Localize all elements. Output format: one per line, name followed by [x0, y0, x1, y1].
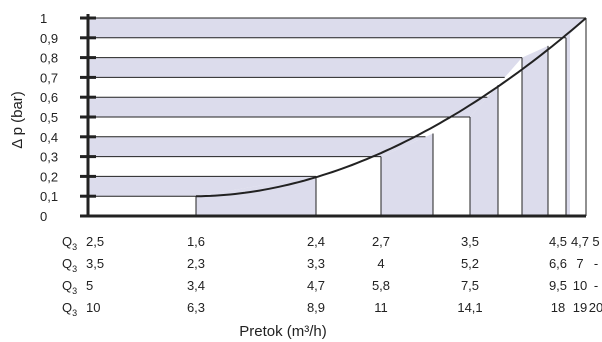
- flow-value: 6,3: [187, 300, 205, 315]
- shaded-band: [88, 176, 316, 197]
- shaded-band: [88, 97, 488, 117]
- y-tick-label: 0,5: [40, 110, 58, 125]
- y-tick-label: 0,4: [40, 130, 58, 145]
- flow-value: 2,7: [372, 234, 390, 249]
- flow-value: 3,4: [187, 278, 205, 293]
- flow-value: 7: [576, 256, 583, 271]
- shaded-band: [88, 57, 522, 78]
- flow-value: 2,3: [187, 256, 205, 271]
- flow-value: 5: [592, 234, 599, 249]
- flow-scale-rows: Q3 2,5 1,6 2,4 2,7 3,5 4,5 4,7 5Q3 3,5 2,3 3,3 4 5,2 6…: [62, 234, 602, 318]
- flow-value: 5,8: [372, 278, 390, 293]
- pressure-loss-curve: [196, 17, 587, 198]
- flow-value: 2,4: [307, 234, 325, 249]
- y-tick-label: 0,8: [40, 51, 58, 66]
- drop-lines: [195, 18, 587, 216]
- shaded-strip: [196, 176, 316, 216]
- flow-value: 19: [573, 300, 587, 315]
- flow-value: 5,2: [461, 256, 479, 271]
- y-tick-label: 0,1: [40, 189, 58, 204]
- flow-value: 3,5: [86, 256, 104, 271]
- flow-value: 1,6: [187, 234, 205, 249]
- flow-value: 4,5: [549, 234, 567, 249]
- flow-value: 9,5: [549, 278, 567, 293]
- flow-value: -: [594, 278, 598, 293]
- y-ticks: [80, 16, 96, 218]
- flow-value: 10: [86, 300, 100, 315]
- flow-value: 5: [86, 278, 93, 293]
- flow-value: 18: [551, 300, 565, 315]
- y-tick-label: 0,9: [40, 31, 58, 46]
- flow-value: 11: [374, 300, 388, 315]
- shaded-strip: [522, 45, 548, 217]
- flow-value: 3,5: [461, 234, 479, 249]
- y-tick-labels: 0 0,1 0,2 0,3 0,4 0,5 0,6 0,7 0,8 0,9 1: [40, 11, 58, 224]
- flow-value: 2,5: [86, 234, 104, 249]
- flow-value: 6,6: [549, 256, 567, 271]
- flow-value: 3,3: [307, 256, 325, 271]
- flow-value: 14,1: [457, 300, 482, 315]
- shaded-strip: [566, 33, 570, 217]
- y-tick-label: 0: [40, 209, 47, 224]
- flow-value: -: [594, 256, 598, 271]
- shaded-strip: [381, 133, 433, 216]
- flow-value: 4: [377, 256, 384, 271]
- flow-value: 4,7: [307, 278, 325, 293]
- flow-row-label: Q3: [62, 256, 77, 274]
- y-tick-label: 0,3: [40, 150, 58, 165]
- flow-row-label: Q3: [62, 300, 77, 318]
- flow-value: 10: [573, 278, 587, 293]
- y-tick-label: 1: [40, 11, 47, 26]
- flow-value: 7,5: [461, 278, 479, 293]
- flow-row-label: Q3: [62, 278, 77, 296]
- y-tick-label: 0,7: [40, 70, 58, 85]
- shaded-strip: [470, 85, 498, 216]
- y-tick-label: 0,2: [40, 169, 58, 184]
- flow-value: 4,7: [571, 234, 589, 249]
- flow-row-label: Q3: [62, 234, 77, 252]
- shaded-band: [88, 18, 586, 38]
- shaded-band: [88, 136, 426, 157]
- gridlines: [88, 17, 586, 197]
- shaded-bands: [88, 18, 586, 217]
- y-axis-title: Δ p (bar): [9, 91, 26, 149]
- y-tick-label: 0,6: [40, 90, 58, 105]
- x-axis-title: Pretok (m³/h): [239, 323, 327, 340]
- flow-value: 20: [589, 300, 602, 315]
- flow-value: 8,9: [307, 300, 325, 315]
